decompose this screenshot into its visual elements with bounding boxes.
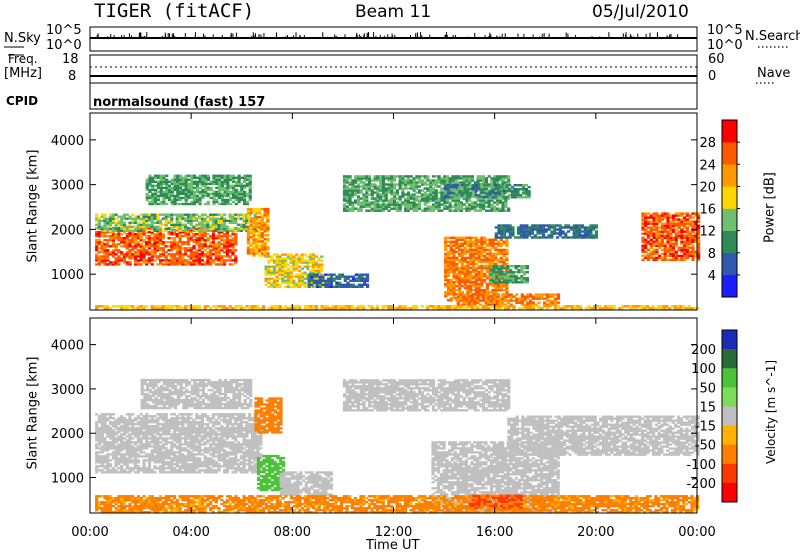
power-y-tick-label: 1000 — [51, 268, 84, 283]
power-colorbar-swatch — [722, 164, 737, 187]
power-colorbar-swatch — [722, 208, 737, 231]
velocity-heatmap — [95, 378, 700, 514]
power-colorbar-title: Power [dB] — [762, 172, 778, 243]
power-colorbar-tick-label: 4 — [708, 269, 716, 284]
radar-title: TIGER (fitACF) — [94, 0, 255, 22]
velocity-colorbar-swatch — [722, 349, 737, 369]
x-tick-label: 08:00 — [274, 525, 311, 540]
nsearch-tick-top: 10^5 — [707, 23, 743, 38]
power-heatmap — [95, 174, 701, 310]
velocity-colorbar-tick-label: -200 — [686, 477, 716, 492]
cpid-strip-frame — [89, 82, 698, 110]
power-colorbar-swatch — [722, 252, 737, 276]
velocity-colorbar-tick-label: 15 — [699, 400, 716, 415]
power-y-axis-title: Slant Range [km] — [25, 149, 41, 263]
velocity-colorbar-swatch — [722, 482, 737, 503]
power-colorbar-tick-label: 24 — [699, 158, 716, 173]
nave-label: Nave — [757, 66, 791, 81]
nsky-label: N.Sky — [4, 31, 41, 46]
nsky-tick-top: 10^5 — [46, 23, 82, 38]
x-tick-label: 00:00 — [678, 525, 715, 540]
power-colorbar-swatch — [722, 120, 737, 143]
velocity-colorbar-title: Velocity [m s^-1] — [764, 359, 778, 465]
mode-label: normalsound (fast) 157 — [93, 95, 266, 110]
velocity-colorbar-tick-label: 100 — [691, 362, 716, 377]
x-tick-label: 00:00 — [71, 525, 108, 540]
power-y-tick-label: 3000 — [51, 179, 84, 194]
nave-tick-top: 60 — [708, 52, 725, 67]
power-colorbar-swatch — [722, 186, 737, 209]
power-colorbar-tick-label: 28 — [699, 136, 716, 151]
x-tick-label: 04:00 — [172, 525, 209, 540]
power-colorbar-tick-label: 20 — [699, 180, 716, 195]
nave-tick-bottom: 0 — [708, 69, 717, 84]
velocity-colorbar-swatch — [722, 444, 737, 465]
velocity-colorbar-swatch — [722, 330, 737, 350]
power-colorbar-swatch — [722, 230, 737, 254]
power-colorbar-swatch — [722, 274, 737, 298]
velocity-colorbar-tick-label: -15 — [695, 420, 716, 435]
nsearch-tick-bottom: 10^0 — [707, 38, 743, 53]
freq-tick-bottom: 8 — [68, 69, 77, 84]
velocity-colorbar-swatch — [722, 425, 737, 445]
power-y-tick-label: 4000 — [51, 134, 84, 149]
velocity-colorbar-swatch — [722, 406, 737, 426]
power-y-tick-label: 2000 — [51, 223, 84, 238]
velocity-colorbar-swatch — [722, 368, 737, 388]
cpid-label: CPID — [6, 94, 39, 108]
power-colorbar-tick-label: 16 — [699, 203, 716, 218]
power-colorbar-tick-label: 12 — [699, 225, 716, 240]
x-axis-title: Time UT — [366, 538, 420, 553]
x-tick-label: 12:00 — [375, 525, 412, 540]
velocity-colorbar-tick-label: -100 — [686, 458, 716, 473]
velocity-y-axis-title: Slant Range [km] — [25, 356, 41, 470]
x-tick-label: 20:00 — [577, 525, 614, 540]
power-colorbar-swatch — [722, 142, 737, 165]
freq-tick-top: 18 — [62, 52, 79, 67]
x-tick-label: 16:00 — [476, 525, 513, 540]
velocity-colorbar — [721, 329, 738, 503]
velocity-y-tick-label: 4000 — [51, 339, 84, 354]
nsearch-label: N.Search — [745, 29, 800, 44]
velocity-colorbar-tick-label: 200 — [691, 343, 716, 358]
power-colorbar — [721, 119, 740, 298]
nsky-tick-bottom: 10^0 — [46, 38, 82, 53]
velocity-colorbar-swatch — [722, 387, 737, 407]
velocity-colorbar-tick-label: 50 — [699, 381, 716, 396]
freq-label-1: Freq. — [8, 52, 38, 66]
power-colorbar-tick-label: 8 — [708, 247, 716, 262]
velocity-y-tick-label: 2000 — [51, 427, 84, 442]
power-panel-frame — [89, 112, 698, 311]
freq-label-2: [MHz] — [4, 66, 42, 81]
freq-strip-frame — [89, 54, 698, 84]
velocity-y-tick-label: 3000 — [51, 383, 84, 398]
date-title: 05/Jul/2010 — [592, 2, 689, 22]
velocity-colorbar-tick-label: -50 — [695, 439, 716, 454]
beam-title: Beam 11 — [355, 2, 432, 22]
velocity-colorbar-swatch — [722, 463, 737, 484]
velocity-y-tick-label: 1000 — [51, 472, 84, 487]
